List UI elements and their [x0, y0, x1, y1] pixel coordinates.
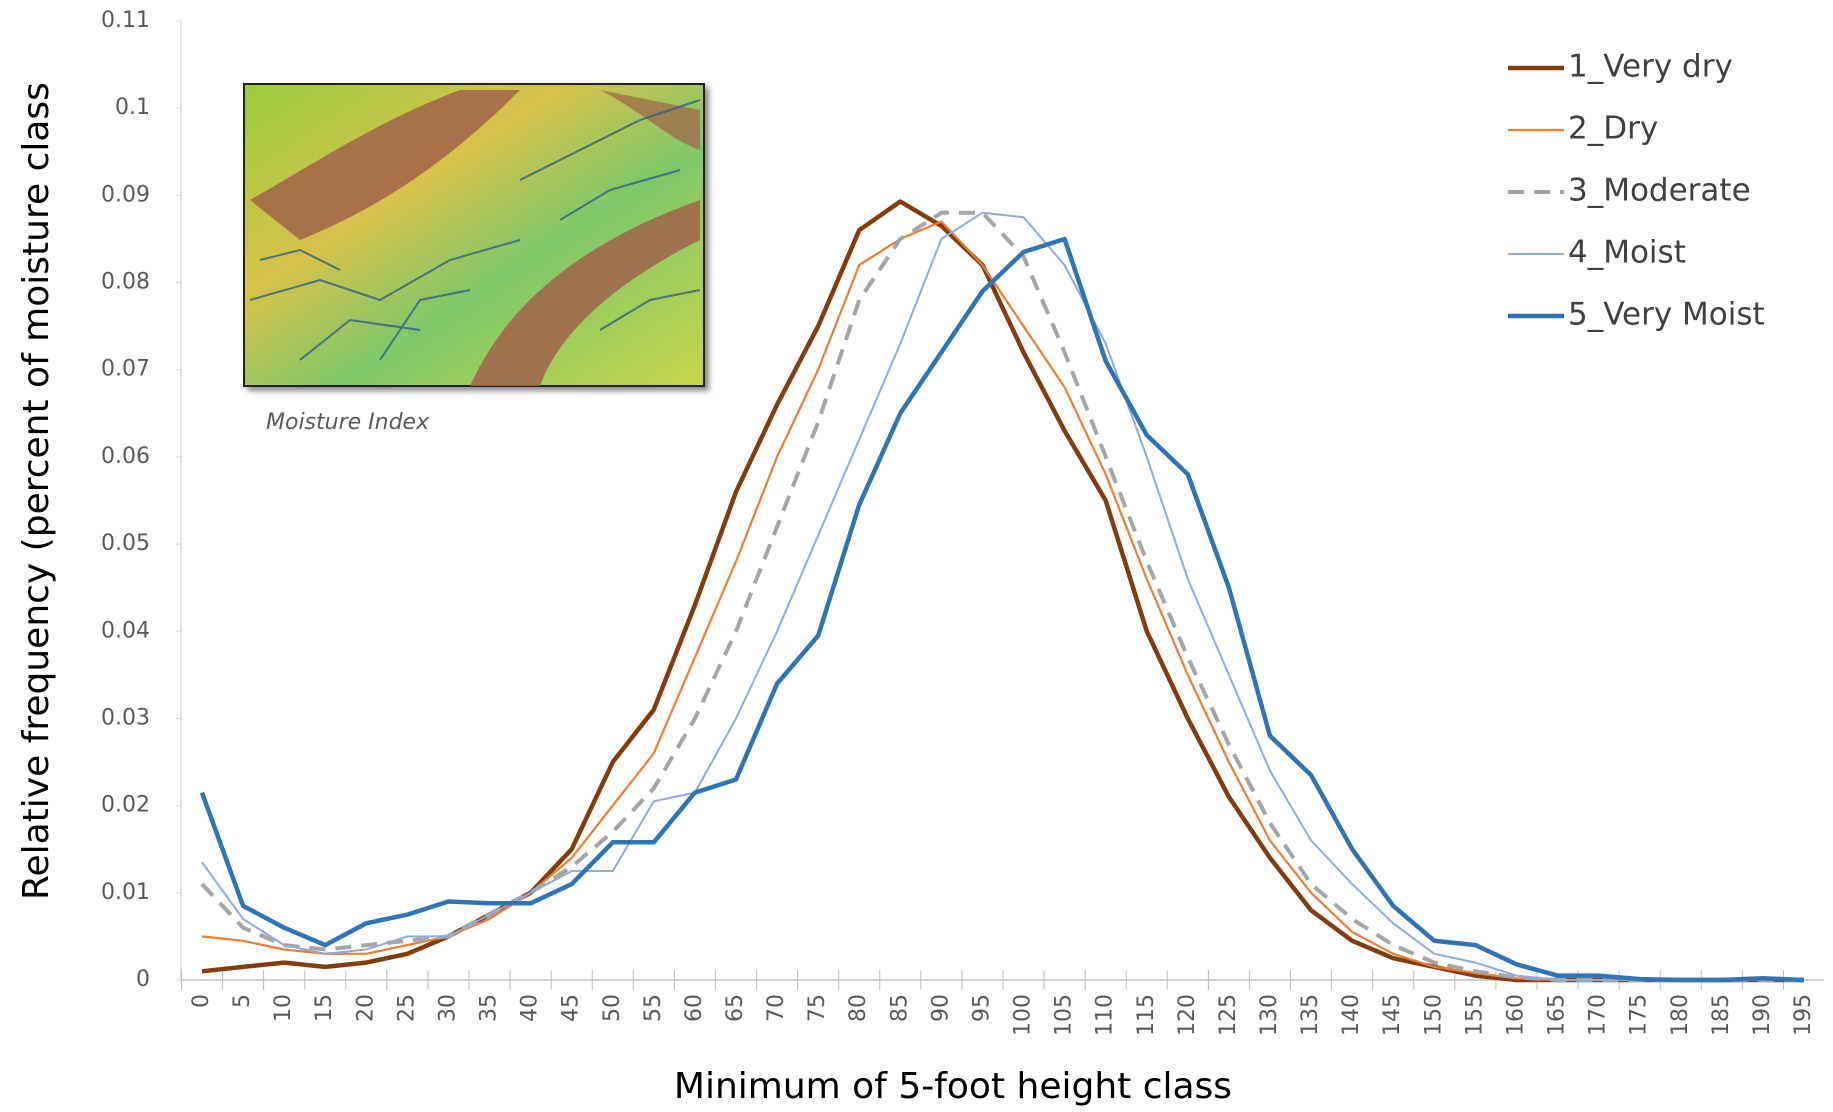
x-tick-label: 190 [1750, 994, 1775, 1036]
x-tick-label: 50 [600, 994, 625, 1022]
x-tick-label: 15 [312, 994, 337, 1022]
y-tick-label: 0.06 [101, 444, 150, 469]
x-tick-label: 125 [1216, 994, 1241, 1036]
y-tick-label: 0.11 [101, 8, 150, 33]
x-tick-label: 155 [1462, 994, 1487, 1036]
y-tick-label: 0.01 [101, 880, 150, 905]
x-tick-label: 175 [1627, 994, 1652, 1036]
x-tick-label: 60 [682, 994, 707, 1022]
x-axis-title: Minimum of 5-foot height class [674, 1066, 1232, 1107]
y-tick-label: 0.04 [101, 618, 150, 643]
x-tick-label: 75 [805, 994, 830, 1022]
y-tick-label: 0.07 [101, 357, 150, 382]
x-tick-label: 185 [1709, 994, 1734, 1036]
x-tick-label: 160 [1503, 994, 1528, 1036]
x-tick-label: 130 [1257, 994, 1282, 1036]
x-tick-label: 25 [394, 994, 419, 1022]
x-tick-label: 140 [1339, 994, 1364, 1036]
x-tick-label: 30 [435, 994, 460, 1022]
y-tick-label: 0.1 [115, 95, 150, 120]
chart: Moisture Index Relative frequency (perce… [0, 0, 1833, 1112]
x-tick-label: 5 [230, 994, 255, 1008]
legend-label: 4_Moist [1568, 235, 1686, 271]
x-tick-label: 70 [764, 994, 789, 1022]
legend-label: 2_Dry [1568, 111, 1658, 147]
y-tick-label: 0.09 [101, 182, 150, 207]
x-tick-label: 135 [1298, 994, 1323, 1036]
x-tick-label: 170 [1586, 994, 1611, 1036]
x-tick-label: 150 [1421, 994, 1446, 1036]
x-tick-label: 45 [559, 994, 584, 1022]
legend-label: 3_Moderate [1568, 173, 1751, 209]
x-tick-label: 100 [1011, 994, 1036, 1036]
legend-label: 1_Very dry [1568, 49, 1733, 85]
inset-map [244, 84, 704, 386]
y-tick-label: 0.03 [101, 705, 150, 730]
y-tick-label: 0.05 [101, 531, 150, 556]
x-tick-label: 120 [1175, 994, 1200, 1036]
x-tick-label: 110 [1093, 994, 1118, 1036]
x-tick-label: 20 [353, 994, 378, 1022]
y-axis-title: Relative frequency (percent of moisture … [16, 82, 57, 900]
y-tick-label: 0.02 [101, 793, 150, 818]
x-tick-label: 10 [271, 994, 296, 1022]
x-tick-label: 65 [723, 994, 748, 1022]
x-tick-label: 195 [1791, 994, 1816, 1036]
x-tick-label: 165 [1545, 994, 1570, 1036]
x-tick-label: 95 [969, 994, 994, 1022]
y-tick-label: 0.08 [101, 270, 150, 295]
x-tick-label: 55 [641, 994, 666, 1022]
x-tick-label: 90 [928, 994, 953, 1022]
x-tick-label: 35 [477, 994, 502, 1022]
x-tick-label: 85 [887, 994, 912, 1022]
x-tick-label: 80 [846, 994, 871, 1022]
x-tick-label: 0 [189, 994, 214, 1008]
annotation: Moisture Index [266, 410, 430, 435]
y-tick-label: 0 [136, 967, 150, 992]
x-tick-label: 105 [1052, 994, 1077, 1036]
x-tick-label: 115 [1134, 994, 1159, 1036]
legend-label: 5_Very Moist [1568, 297, 1765, 333]
x-tick-label: 180 [1668, 994, 1693, 1036]
x-tick-label: 145 [1380, 994, 1405, 1036]
x-tick-label: 40 [518, 994, 543, 1022]
